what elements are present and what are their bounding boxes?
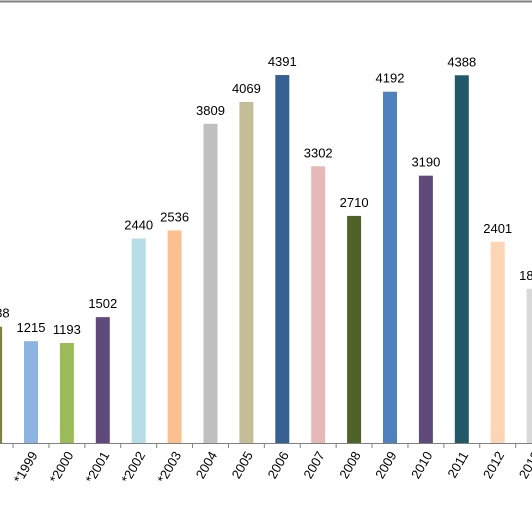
x-tick-label: 2010 [408,449,435,482]
x-tick-label: 2007 [300,449,327,482]
bar [311,166,326,443]
x-tick-label: 2005 [229,449,256,482]
x-tick-label: 2011 [444,449,471,481]
data-label: 4192 [376,71,405,86]
bar [59,343,74,443]
bar [95,317,110,443]
data-label: 3809 [196,103,225,118]
data-label: 1502 [88,296,117,311]
data-label: 3190 [411,155,440,170]
data-label: 3302 [304,145,333,160]
bar [131,238,146,443]
bar [167,230,182,443]
data-label: 1215 [17,320,46,335]
x-tick-label: *1999 [11,449,41,486]
x-tick-label: *2003 [154,449,184,486]
data-label: 1388 [0,306,10,321]
bar [347,215,362,443]
bar [24,341,38,443]
bar [239,102,254,444]
x-tick-label: 2004 [193,449,220,482]
data-label: 2710 [340,195,369,210]
data-label: 4391 [268,54,297,69]
bar [526,288,532,443]
bar [383,91,397,444]
data-label: 4069 [232,81,261,96]
x-tick-label: 2013 [516,449,532,482]
data-label: 1840 [519,268,532,283]
x-tick-label: *2002 [118,449,148,486]
data-label: 2401 [483,221,512,236]
bar [418,175,433,444]
data-label: 4388 [447,54,476,69]
bar [454,75,469,444]
bar [203,123,218,444]
x-tick-label: 2006 [264,449,291,482]
x-tick-label: *2000 [46,449,76,486]
x-tick-label: *2001 [82,449,112,486]
x-tick-label: 2012 [480,449,507,482]
x-tick-label: 2008 [336,449,363,482]
bar [0,326,3,443]
bar [275,75,290,443]
x-tick-label: 2009 [372,449,399,482]
bar [490,241,505,443]
data-label: 2536 [160,209,189,224]
data-label: 2440 [124,218,153,233]
data-label: 1193 [53,322,81,337]
